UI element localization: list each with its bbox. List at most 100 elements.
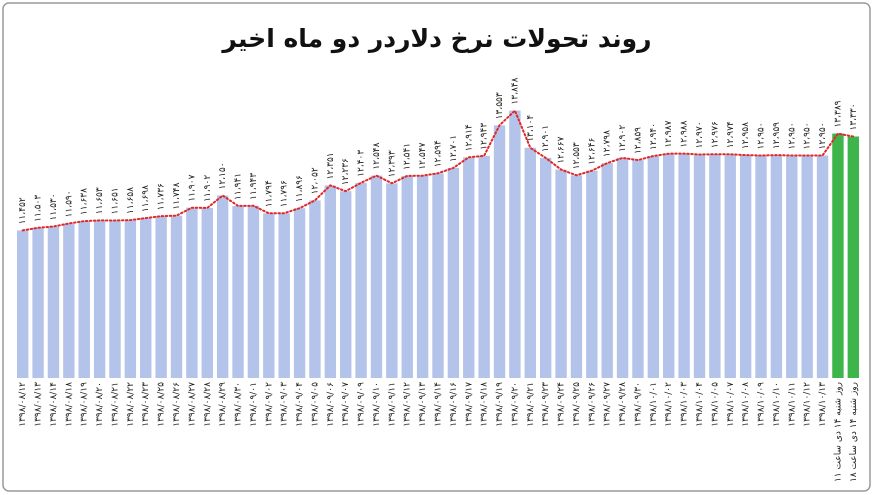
- x-tick-label: ۱۳۹۸/۰۹/۱۱: [387, 382, 397, 427]
- bar: [463, 157, 475, 378]
- x-tick-label: ۱۳۹۸/۱۰/۰۵: [710, 382, 720, 427]
- bar: [570, 175, 583, 378]
- bar: [124, 220, 137, 378]
- x-tick-label: ۱۳۹۸/۰۹/۰۶: [326, 382, 336, 427]
- value-label: ۱۱،۹۴۱: [234, 173, 244, 200]
- bar: [340, 191, 352, 378]
- bar: [478, 155, 490, 378]
- x-tick-label: ۱۳۹۸/۰۹/۲۳: [541, 382, 551, 427]
- value-label: ۱۳،۵۵۳: [495, 92, 505, 119]
- value-label: ۱۲،۹۵۰: [757, 122, 767, 149]
- x-tick-label: ۱۳۹۸/۱۰/۰۸: [741, 382, 751, 427]
- bar: [186, 207, 198, 378]
- value-label: ۱۱،۹۰۲: [203, 175, 213, 202]
- value-label: ۱۱،۸۹۶: [295, 175, 305, 202]
- trend-line: [21, 108, 855, 232]
- value-label: ۱۲،۹۸۸: [680, 120, 690, 147]
- value-label: ۱۲،۹۴۰: [649, 123, 659, 150]
- x-tick-label: ۱۳۹۸/۰۹/۲۱: [526, 382, 536, 427]
- x-tick-label: روز شنبه ۱۴ دی ساعت ۱۸: [849, 382, 859, 482]
- value-label: ۱۱،۶۳۸: [80, 188, 90, 215]
- bar: [324, 185, 337, 378]
- value-label: ۱۱،۷۹۴: [264, 180, 274, 207]
- x-tick-label: ۱۳۹۸/۰۸/۳۰: [234, 382, 244, 427]
- bar: [647, 156, 660, 378]
- bar: [786, 155, 798, 378]
- x-tick-label: ۱۳۹۸/۱۰/۰۹: [757, 382, 767, 427]
- bar: [32, 227, 44, 378]
- value-label: ۱۱،۶۵۳: [95, 187, 105, 214]
- bar: [278, 213, 290, 378]
- bar: [109, 220, 121, 378]
- value-label: ۱۲،۸۵۹: [633, 127, 643, 154]
- x-tick-label: ۱۳۹۸/۱۰/۱۳: [818, 382, 828, 427]
- bar: [847, 136, 860, 378]
- x-tick-label: ۱۳۹۸/۰۹/۱۶: [449, 382, 459, 427]
- bar: [709, 154, 721, 378]
- value-label: ۱۲،۵۴۷: [418, 142, 428, 169]
- value-label: ۱۲،۵۵۳: [572, 142, 582, 169]
- x-tick-label: ۱۳۹۸/۰۸/۲۱: [110, 382, 120, 427]
- bar: [586, 170, 598, 378]
- value-label: ۱۲،۹۸۷: [664, 120, 674, 147]
- bar: [140, 218, 152, 378]
- x-tick-label: ۱۳۹۸/۰۹/۱۹: [495, 382, 505, 427]
- bar: [755, 155, 767, 378]
- x-tick-label: روز شنبه ۱۴ دی ساعت ۱۱: [833, 382, 843, 482]
- x-tick-label: ۱۳۹۸/۰۹/۰۱: [249, 382, 259, 427]
- bar: [170, 215, 183, 378]
- bar: [539, 157, 552, 378]
- x-tick-label: ۱۳۹۸/۰۹/۲۶: [587, 382, 597, 427]
- value-label: ۱۲،۹۵۸: [741, 122, 751, 149]
- value-label: ۱۲،۹۷۴: [726, 121, 736, 148]
- value-label: ۱۲،۵۴۱: [403, 143, 413, 170]
- x-tick-label: ۱۳۹۸/۰۸/۲۰: [95, 382, 105, 427]
- value-label: ۱۲،۹۵۰: [818, 122, 828, 149]
- value-label: ۱۲،۵۴۸: [372, 142, 382, 169]
- x-tick-label: ۱۳۹۸/۱۰/۰۴: [695, 382, 705, 427]
- x-tick-label: ۱۳۹۸/۰۹/۳۰: [633, 382, 643, 427]
- x-tick-label: ۱۳۹۸/۰۸/۱۸: [64, 382, 74, 427]
- x-tick-label: ۱۳۹۸/۰۸/۱۳: [34, 382, 44, 427]
- value-label: ۱۱،۷۹۶: [280, 180, 290, 207]
- value-label: ۱۲،۹۵۹: [772, 122, 782, 149]
- value-label: ۱۲،۹۷۰: [695, 121, 705, 148]
- x-tick-label: ۱۳۹۸/۰۹/۲۵: [572, 382, 582, 427]
- bar: [47, 226, 60, 378]
- x-tick-label: ۱۳۹۸/۰۹/۱۷: [464, 382, 474, 427]
- x-tick-label: ۱۳۹۸/۰۸/۲۵: [157, 382, 167, 427]
- x-tick-label: ۱۳۹۸/۰۹/۰۴: [295, 382, 305, 427]
- x-tick-label: ۱۳۹۸/۰۸/۱۴: [49, 382, 59, 427]
- bar: [739, 155, 752, 378]
- x-tick-label: ۱۳۹۸/۱۰/۱۰: [772, 382, 782, 427]
- value-label: ۱۱،۵۰۳: [34, 195, 44, 222]
- x-tick-label: ۱۳۹۸/۱۰/۰۲: [664, 382, 674, 427]
- value-label: ۱۲،۹۱۴: [464, 124, 474, 151]
- x-tick-label: ۱۳۹۸/۰۸/۲۷: [187, 382, 197, 427]
- x-tick-label: ۱۳۹۸/۰۹/۰۹: [357, 382, 367, 427]
- value-label: ۱۲،۹۰۲: [618, 125, 628, 152]
- value-label: ۱۳،۱۰۴: [526, 115, 536, 142]
- value-label: ۱۳،۳۳۰: [849, 103, 859, 130]
- bar: [493, 125, 506, 378]
- bar: [663, 153, 675, 378]
- value-label: ۱۳،۸۴۸: [510, 77, 520, 104]
- value-label: ۱۱،۶۵۸: [126, 187, 136, 214]
- bar: [555, 169, 567, 378]
- bar: [155, 216, 167, 378]
- bar: [616, 157, 629, 378]
- value-label: ۱۲،۹۴۳: [480, 123, 490, 150]
- value-label: ۱۲،۹۰۱: [541, 125, 551, 152]
- x-tick-label: ۱۳۹۸/۰۸/۲۸: [203, 382, 213, 427]
- value-label: ۱۲،۷۹۸: [603, 130, 613, 157]
- value-label: ۱۱،۶۹۸: [141, 185, 151, 212]
- x-tick-label: ۱۳۹۸/۰۹/۱۸: [480, 382, 490, 427]
- bar: [309, 200, 321, 378]
- x-tick-label: ۱۳۹۸/۰۹/۱۴: [434, 382, 444, 427]
- bar: [432, 173, 444, 378]
- bar: [247, 205, 260, 378]
- value-label: ۱۲،۱۵۰: [218, 162, 228, 189]
- x-tick-label: ۱۳۹۸/۰۹/۰۷: [341, 382, 351, 427]
- x-tick-label: ۱۳۹۸/۰۹/۲۴: [557, 382, 567, 427]
- value-label: ۱۱،۵۹۰: [64, 190, 74, 217]
